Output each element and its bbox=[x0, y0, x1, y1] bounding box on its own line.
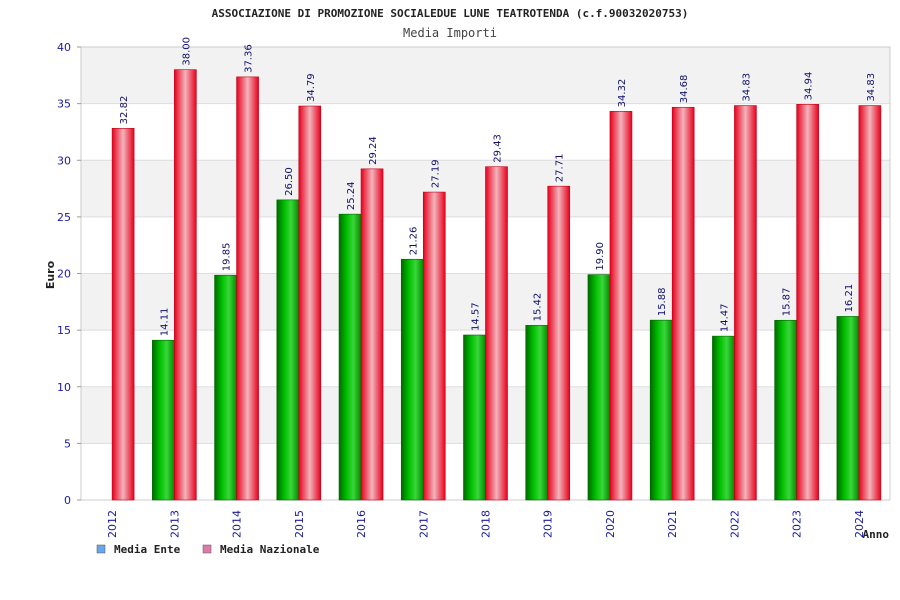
x-tick-label: 2023 bbox=[791, 510, 804, 538]
nazionale-bar bbox=[796, 104, 819, 501]
nazionale-bar bbox=[671, 106, 695, 501]
x-tick-label: 2018 bbox=[480, 510, 493, 538]
bar-value-label: 29.43 bbox=[493, 134, 504, 163]
bar-value-label: 34.79 bbox=[306, 73, 317, 102]
ente-bar bbox=[400, 258, 424, 501]
bar-value-label: 34.83 bbox=[741, 73, 752, 102]
y-tick-label: 0 bbox=[64, 494, 71, 507]
y-tick-label: 30 bbox=[57, 154, 71, 167]
ente-bar bbox=[152, 339, 175, 501]
bar-value-label: 29.24 bbox=[368, 136, 379, 165]
bar-value-label: 14.57 bbox=[471, 302, 482, 331]
bar-value-label: 25.24 bbox=[346, 182, 357, 211]
ente-bar bbox=[712, 335, 735, 501]
y-tick-label: 25 bbox=[57, 211, 71, 224]
bar-value-label: 27.71 bbox=[555, 154, 566, 183]
y-tick-label: 15 bbox=[57, 324, 71, 337]
bar-value-label: 34.94 bbox=[804, 72, 815, 101]
legend-label: Media Ente bbox=[114, 543, 181, 556]
x-axis: 2012 2013 2014 2015 2016 2017 2018 2019 2020 2021… bbox=[106, 510, 866, 538]
nazionale-bar bbox=[485, 166, 508, 501]
nazionale-bar bbox=[298, 105, 322, 501]
x-tick-label: 2019 bbox=[542, 510, 555, 538]
ente-bar bbox=[587, 274, 611, 501]
nazionale-bar bbox=[236, 76, 259, 501]
x-tick-label: 2012 bbox=[106, 510, 119, 538]
x-tick-label: 2014 bbox=[231, 510, 244, 538]
x-tick-label: 2022 bbox=[728, 510, 741, 538]
y-axis-label: Euro bbox=[44, 260, 57, 289]
nazionale-bar bbox=[734, 105, 757, 501]
nazionale-bar bbox=[858, 105, 882, 501]
bar-value-label: 19.85 bbox=[222, 243, 233, 272]
legend-swatch bbox=[202, 544, 212, 554]
ente-bar bbox=[525, 325, 549, 501]
ente-bar bbox=[214, 274, 237, 501]
y-tick-label: 5 bbox=[64, 437, 71, 450]
bar-value-label: 34.68 bbox=[679, 75, 690, 104]
x-tick-label: 2017 bbox=[417, 510, 430, 538]
nazionale-bar bbox=[609, 111, 633, 501]
grid-band bbox=[81, 47, 890, 104]
bar-value-label: 34.83 bbox=[866, 73, 877, 102]
nazionale-bar bbox=[547, 185, 571, 501]
x-tick-label: 2021 bbox=[666, 510, 679, 538]
y-tick-label: 20 bbox=[57, 268, 71, 281]
ente-bar bbox=[649, 319, 673, 501]
x-tick-label: 2016 bbox=[355, 510, 368, 538]
nazionale-bar bbox=[422, 191, 446, 501]
nazionale-bar bbox=[360, 168, 384, 501]
legend-swatch bbox=[96, 544, 106, 554]
legend-item: Media Ente bbox=[96, 543, 181, 556]
x-tick-label: 2015 bbox=[293, 510, 306, 538]
nazionale-bar bbox=[174, 69, 197, 501]
value-labels: 32.82 14.11 38.00 19.85 37.36 26.50 34.79 25.24… bbox=[119, 37, 877, 336]
bar-value-label: 15.87 bbox=[782, 288, 793, 317]
bar-value-label: 26.50 bbox=[284, 167, 295, 196]
y-tick-label: 10 bbox=[57, 381, 71, 394]
y-tick-label: 35 bbox=[57, 98, 71, 111]
bar-value-label: 34.32 bbox=[617, 79, 628, 108]
ente-bar bbox=[276, 199, 300, 501]
bar-value-label: 14.47 bbox=[719, 303, 730, 332]
bar-value-label: 37.36 bbox=[244, 44, 255, 73]
bar-value-label: 15.42 bbox=[533, 293, 544, 322]
ente-bar bbox=[338, 213, 362, 501]
legend: Media Ente Media Nazionale bbox=[96, 543, 320, 556]
ente-bar bbox=[463, 334, 486, 501]
ente-bar bbox=[774, 319, 797, 501]
bar-value-label: 32.82 bbox=[119, 96, 130, 125]
bar-value-label: 27.19 bbox=[430, 159, 441, 188]
ente-bar bbox=[836, 316, 860, 501]
x-tick-label: 2013 bbox=[168, 510, 181, 538]
chart-subtitle: Media Importi bbox=[403, 26, 497, 40]
bar-value-label: 16.21 bbox=[844, 284, 855, 313]
bar-value-label: 15.88 bbox=[657, 288, 668, 317]
bar-value-label: 19.90 bbox=[595, 242, 606, 271]
chart-title: ASSOCIAZIONE DI PROMOZIONE SOCIALEDUE LU… bbox=[212, 7, 689, 20]
legend-label: Media Nazionale bbox=[220, 543, 320, 556]
x-tick-label: 2020 bbox=[604, 510, 617, 538]
bar-value-label: 38.00 bbox=[181, 37, 192, 66]
legend-item: Media Nazionale bbox=[202, 543, 320, 556]
y-tick-label: 40 bbox=[57, 41, 71, 54]
bar-value-label: 14.11 bbox=[159, 308, 170, 337]
bars bbox=[111, 69, 882, 501]
bar-value-label: 21.26 bbox=[408, 227, 419, 256]
y-axis: 0 5 10 15 20 25 30 35 40 bbox=[57, 41, 81, 507]
x-axis-label: Anno bbox=[863, 528, 890, 541]
nazionale-bar bbox=[111, 128, 135, 501]
x-tick-label: 2024 bbox=[853, 510, 866, 538]
